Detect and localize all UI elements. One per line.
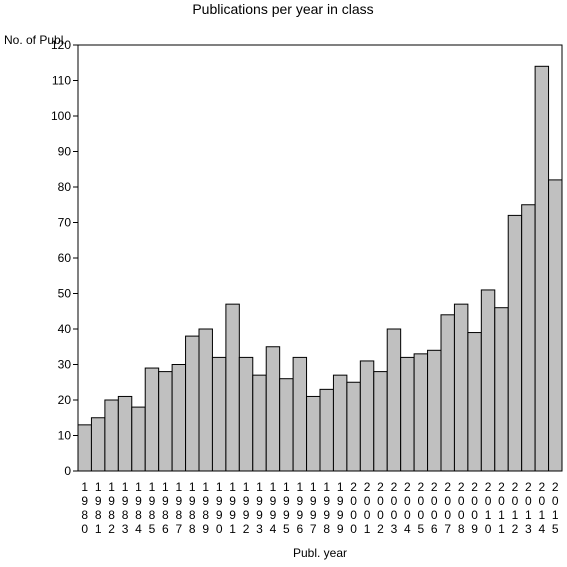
bar-2012 (507, 214, 523, 472)
bar-1989 (198, 328, 213, 472)
bar-1983 (117, 395, 133, 472)
bar-1986 (158, 371, 173, 472)
bar-1990 (211, 356, 227, 472)
bar-2005 (413, 353, 429, 472)
y-tick-label: 110 (52, 74, 71, 88)
y-tick-label: 30 (58, 358, 72, 372)
bar-1987 (171, 364, 187, 472)
chart-title: Publications per year in class (192, 1, 373, 17)
bar-2000 (346, 381, 361, 472)
bar-1999 (332, 374, 348, 472)
y-tick-label: 100 (51, 109, 71, 123)
bar-2001 (359, 360, 375, 472)
bar-2009 (467, 332, 482, 472)
bar-2010 (480, 289, 496, 472)
y-axis-ticks: 0 10 20 30 40 50 60 70 80 90 100 110 120 (51, 38, 78, 478)
bar-2006 (427, 349, 442, 472)
y-tick-label: 0 (64, 464, 71, 478)
y-tick-label: 90 (58, 145, 72, 159)
x-axis-label: Publ. year (293, 546, 347, 560)
bar-1992 (238, 356, 254, 472)
y-tick-label: 20 (58, 393, 72, 407)
bar-2007 (440, 314, 455, 472)
bar-1988 (185, 335, 200, 472)
bar-group (77, 65, 563, 472)
bar-1996 (292, 356, 308, 472)
bar-1981 (90, 417, 106, 472)
bar-1982 (104, 399, 119, 472)
bar-2014 (534, 65, 550, 472)
y-tick-label: 60 (58, 251, 72, 265)
y-axis-label: No. of Publ. (4, 33, 67, 47)
bar-1991 (225, 303, 240, 472)
y-tick-label: 120 (51, 38, 71, 52)
bar-2002 (373, 371, 388, 472)
bar-1984 (131, 406, 146, 472)
bar-1998 (319, 388, 334, 472)
bar-2011 (494, 307, 509, 472)
bar-2013 (521, 204, 536, 472)
x-axis-ticks: 1 9 8 0 1 9 8 1 1 9 8 2 1 9 8 3 1 9 8 4 1 9 8 5 1 9 8 6 1 9 8 7 1 9 8 8 1 9 8 9… (81, 480, 559, 536)
bar-1993 (252, 374, 267, 472)
y-tick-label: 40 (58, 322, 72, 336)
bar-2008 (453, 303, 469, 472)
y-tick-label: 80 (58, 180, 72, 194)
bar-1994 (265, 346, 281, 472)
y-tick-label: 50 (58, 287, 72, 301)
bar-2003 (386, 328, 402, 472)
bar-1980 (77, 424, 92, 472)
y-tick-label: 10 (58, 429, 72, 443)
bar-1985 (144, 367, 160, 472)
bar-1997 (306, 395, 321, 472)
y-tick-label: 70 (58, 216, 72, 230)
bar-2004 (400, 356, 415, 472)
bar-2015 (548, 179, 563, 472)
bar-1995 (279, 378, 294, 472)
